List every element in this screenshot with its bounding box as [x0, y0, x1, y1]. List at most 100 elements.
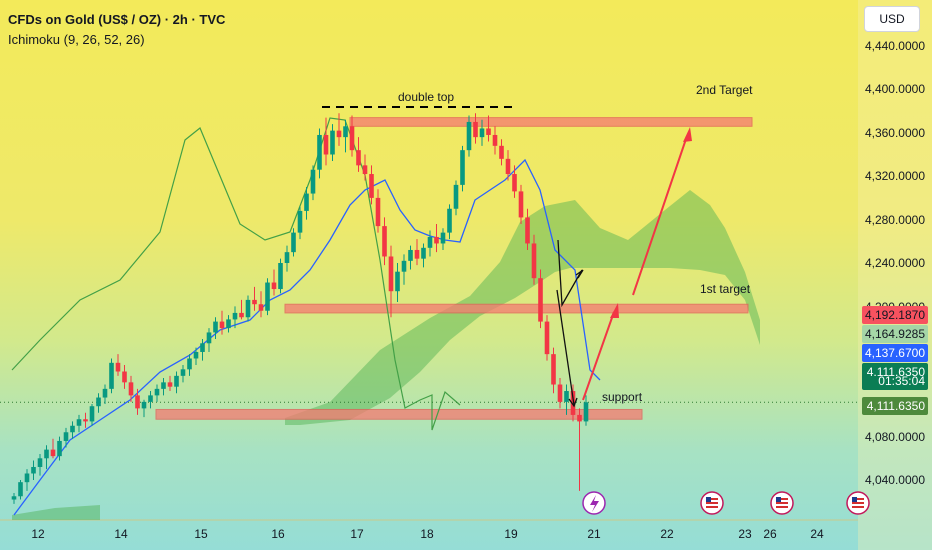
candle-body — [187, 358, 192, 370]
flag-stripe — [852, 506, 864, 508]
projection-arrowhead — [683, 127, 692, 142]
candle-body — [11, 496, 17, 500]
candle-body — [70, 425, 75, 433]
candle-body — [512, 174, 517, 192]
price-badge-label: 4,192.1870 — [865, 308, 925, 322]
candle-body — [200, 343, 205, 352]
candle-body — [499, 145, 504, 159]
flag-stripe — [852, 498, 864, 500]
candle-body — [486, 128, 491, 135]
candle-body — [421, 247, 426, 259]
label-support: support — [602, 390, 643, 404]
candle-body — [148, 395, 153, 402]
path-arrow-down — [556, 289, 575, 406]
price-badge-label: 4,164.9285 — [865, 327, 925, 341]
price-badge-label: 4,137.6700 — [865, 346, 925, 360]
price-badge — [862, 325, 928, 343]
candle-body — [538, 278, 543, 322]
candle-body — [193, 351, 199, 359]
candle-body — [317, 134, 322, 170]
flag-stripe — [706, 506, 718, 508]
flag-stripe — [776, 502, 788, 504]
flag-canton — [706, 497, 711, 502]
y-tick-label: 4,240.0000 — [865, 256, 925, 270]
ichimoku-cloud — [285, 190, 760, 425]
candle-body — [570, 391, 576, 415]
candle-body — [479, 128, 485, 138]
candle-body — [245, 299, 251, 318]
projection-arrow-1 — [582, 311, 615, 401]
candle-body — [349, 126, 355, 151]
arrowhead — [568, 397, 578, 408]
kijun-sen-line — [13, 158, 601, 516]
candle-body — [265, 282, 270, 311]
candle-body — [18, 482, 23, 497]
candle-body — [382, 226, 387, 257]
zone-support — [155, 408, 643, 420]
candle-body — [24, 473, 30, 483]
candle-body — [239, 312, 244, 318]
candle-body — [557, 384, 563, 402]
candle-body — [577, 414, 582, 422]
candle-body — [115, 362, 121, 372]
x-tick-label: 22 — [660, 527, 674, 541]
candle-body — [83, 419, 88, 422]
label-2nd-target: 2nd Target — [696, 83, 753, 97]
candle-body — [96, 397, 101, 407]
candle-body — [369, 174, 374, 198]
candle-body — [408, 249, 413, 261]
price-scale-bg — [858, 0, 932, 550]
candle-body — [213, 321, 218, 333]
candle-body — [531, 243, 537, 279]
chikou-span-line — [11, 117, 461, 431]
candle-body — [447, 208, 452, 233]
candle-body — [232, 312, 238, 320]
x-tick-label: 12 — [31, 527, 45, 541]
price-badge — [862, 344, 928, 362]
zone-1st-target — [284, 303, 749, 314]
currency-button[interactable]: USD — [864, 6, 920, 32]
candle-body — [310, 169, 316, 194]
projection-arrowhead — [610, 303, 619, 318]
candle-body — [128, 382, 134, 396]
candle-body — [492, 134, 498, 146]
candle-body — [356, 150, 361, 166]
candle-body — [427, 236, 433, 248]
candle-body — [31, 466, 36, 474]
x-tick-label: 14 — [114, 527, 128, 541]
candle-body — [460, 150, 465, 185]
candle-body — [278, 263, 283, 290]
candle-body — [434, 236, 439, 244]
x-tick-label: 21 — [587, 527, 601, 541]
candle-body — [323, 134, 329, 155]
flag-stripe — [706, 498, 718, 500]
zone-2nd-target — [349, 117, 753, 127]
label-double-top: double top — [398, 90, 454, 104]
candle-body — [135, 395, 140, 409]
indicator-legend[interactable]: Ichimoku (9, 26, 52, 26) — [8, 32, 145, 47]
candle-body — [102, 388, 108, 398]
candle-body — [174, 375, 179, 387]
lightning-icon — [590, 495, 599, 512]
y-tick-label: 4,040.0000 — [865, 473, 925, 487]
y-tick-label: 4,280.0000 — [865, 213, 925, 227]
candle-body — [395, 271, 400, 292]
candle-body — [226, 319, 231, 329]
candle-body — [57, 440, 62, 457]
x-tick-label: 18 — [420, 527, 434, 541]
ichimoku-cloud-left — [12, 505, 100, 520]
candle-body — [284, 252, 290, 263]
candle-body — [167, 382, 173, 387]
candle-body — [564, 391, 569, 402]
candle-body — [154, 388, 160, 396]
price-badge-label: 01:35:04 — [878, 374, 925, 388]
price-badge-label: 4,111.6350 — [867, 399, 926, 413]
flag-stripe — [706, 502, 718, 504]
candle-body — [466, 121, 472, 151]
y-tick-label: 4,080.0000 — [865, 430, 925, 444]
candle-body — [414, 249, 420, 259]
candle-body — [388, 256, 394, 292]
label-1st-target: 1st target — [700, 282, 751, 296]
